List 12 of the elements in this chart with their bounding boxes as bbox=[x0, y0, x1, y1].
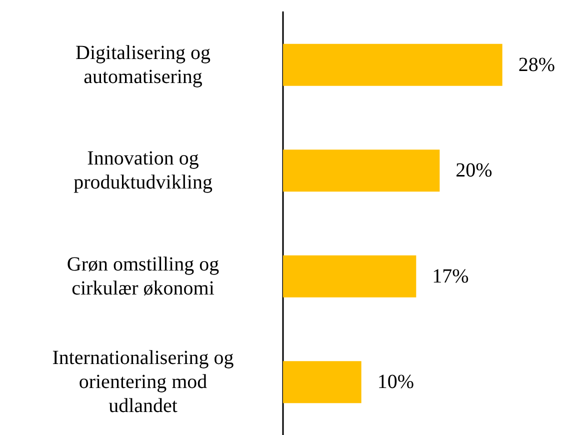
bar bbox=[283, 44, 502, 86]
bar bbox=[283, 255, 416, 298]
y-tick-label: Internationalisering og orientering mod udlandet bbox=[52, 347, 234, 418]
y-tick-label: Grøn omstilling og cirkulær økonomi bbox=[66, 253, 220, 300]
bar bbox=[283, 150, 440, 192]
data-label: 20% bbox=[456, 160, 492, 182]
bar bbox=[283, 361, 362, 404]
y-tick-label: Innovation og produktudvikling bbox=[74, 148, 212, 194]
data-label: 10% bbox=[377, 371, 414, 394]
y-tick-label: Digitalisering og automatisering bbox=[76, 42, 210, 88]
data-label: 17% bbox=[432, 265, 469, 288]
data-label: 28% bbox=[518, 54, 556, 76]
